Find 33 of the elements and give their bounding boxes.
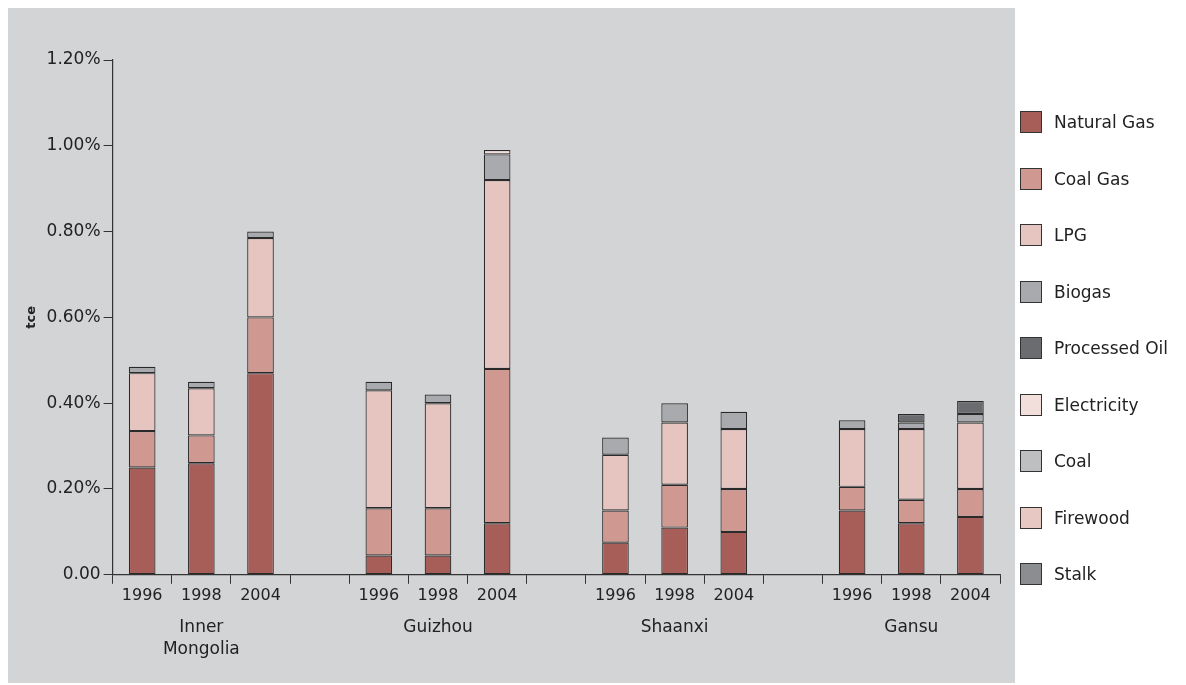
- legend-label: Natural Gas: [1054, 112, 1155, 133]
- y-axis-title: tce: [23, 305, 39, 329]
- text: Inner Mongolia: [162, 615, 240, 658]
- y-tick-label: 0.00: [62, 563, 101, 584]
- y-tick-label: 0.20%: [46, 477, 101, 498]
- x-tick-label: 1998: [890, 584, 932, 604]
- x-tick-label: 1998: [654, 584, 695, 604]
- x-tick-label: 1998: [180, 584, 222, 604]
- y-tick-label: 1.20%: [46, 48, 101, 69]
- y-tick-label: 0.60%: [46, 305, 101, 326]
- legend-label: Coal: [1054, 451, 1092, 472]
- y-tick-label: 1.00%: [46, 134, 101, 155]
- x-tick-label: 1996: [358, 584, 400, 604]
- legend-label: Processed Oil: [1054, 338, 1168, 359]
- x-tick-label: 1996: [831, 584, 873, 604]
- x-tick-label: 2004: [713, 584, 755, 604]
- legend-label: Stalk: [1054, 564, 1097, 585]
- legend-label: Electricity: [1054, 394, 1139, 415]
- x-tick-label: 2004: [240, 584, 281, 604]
- x-tick-label: 2004: [950, 584, 991, 604]
- legend-label: Coal Gas: [1054, 168, 1130, 189]
- text: Gansu: [884, 615, 939, 636]
- y-tick-label: 0.80%: [46, 220, 101, 241]
- y-tick-label: 0.40%: [46, 391, 101, 412]
- x-tick-label: 1996: [121, 584, 163, 604]
- x-tick-label: 1996: [595, 584, 636, 604]
- legend-label: LPG: [1054, 225, 1087, 246]
- x-tick-label: 1998: [417, 584, 459, 604]
- legend-label: Firewood: [1054, 507, 1130, 528]
- text: Shaanxi: [640, 615, 709, 636]
- text: Guizhou: [403, 615, 473, 636]
- legend-label: Biogas: [1054, 281, 1111, 302]
- x-tick-label: 2004: [476, 584, 518, 604]
